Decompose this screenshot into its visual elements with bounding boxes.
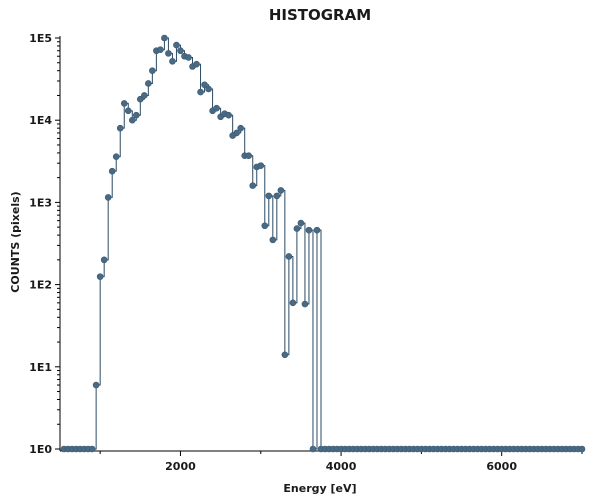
data-point (112, 153, 120, 160)
data-point (293, 225, 301, 232)
data-point (309, 445, 317, 453)
x-tick-label: 6000 (486, 460, 517, 473)
y-axis-label: COUNTS (pixels) (9, 191, 22, 292)
data-point (313, 226, 321, 234)
data-point (165, 50, 172, 57)
data-point (132, 111, 140, 119)
data-point (257, 162, 265, 169)
x-axis-label: Energy [eV] (283, 482, 356, 495)
y-tick-label: 1E1 (29, 361, 52, 374)
data-point (161, 34, 168, 42)
data-point (124, 107, 132, 115)
data-point (169, 58, 176, 65)
y-tick-label: 1E5 (29, 32, 52, 45)
y-tick-label: 1E0 (29, 443, 52, 456)
y-tick-label: 1E4 (29, 114, 52, 127)
data-point (245, 152, 253, 159)
data-point (273, 192, 281, 200)
y-tick-label: 1E3 (29, 196, 52, 209)
x-tick-label: 4000 (326, 460, 357, 473)
data-point (249, 182, 257, 189)
data-point (120, 100, 128, 107)
data-point (578, 445, 586, 453)
data-point (100, 256, 108, 264)
data-point (157, 46, 164, 54)
x-tick-label: 2000 (165, 460, 196, 473)
data-point (116, 124, 124, 132)
data-point (305, 226, 313, 234)
data-point (225, 111, 232, 119)
data-point (205, 85, 212, 93)
data-point (149, 67, 156, 75)
data-point (108, 167, 116, 175)
data-point (104, 194, 112, 201)
data-point (88, 445, 96, 453)
data-point (213, 104, 220, 112)
data-point (145, 80, 152, 87)
data-point (96, 273, 104, 280)
data-point (185, 54, 192, 61)
data-point (301, 300, 309, 308)
data-point (193, 60, 200, 68)
data-point (237, 124, 244, 132)
data-point (128, 116, 136, 124)
axes: 1E0 1E1 1E2 1E3 1E4 1E5 2000 4000 6000 (29, 32, 583, 473)
data-point (281, 351, 289, 359)
data-point (277, 187, 285, 194)
data-point (265, 192, 273, 200)
data-point (197, 88, 204, 96)
data-point (233, 129, 240, 137)
data-point (269, 236, 277, 244)
data-point (285, 253, 293, 260)
series-layer (60, 34, 586, 453)
chart-title: HISTOGRAM (269, 6, 371, 24)
data-point (137, 95, 144, 103)
data-point (201, 81, 208, 89)
data-point (141, 92, 148, 99)
data-point (173, 41, 180, 49)
data-point (92, 381, 100, 389)
y-tick-label: 1E2 (29, 279, 52, 292)
data-point (297, 219, 305, 227)
data-point (177, 47, 184, 55)
data-point (289, 299, 297, 307)
data-point (261, 222, 269, 230)
